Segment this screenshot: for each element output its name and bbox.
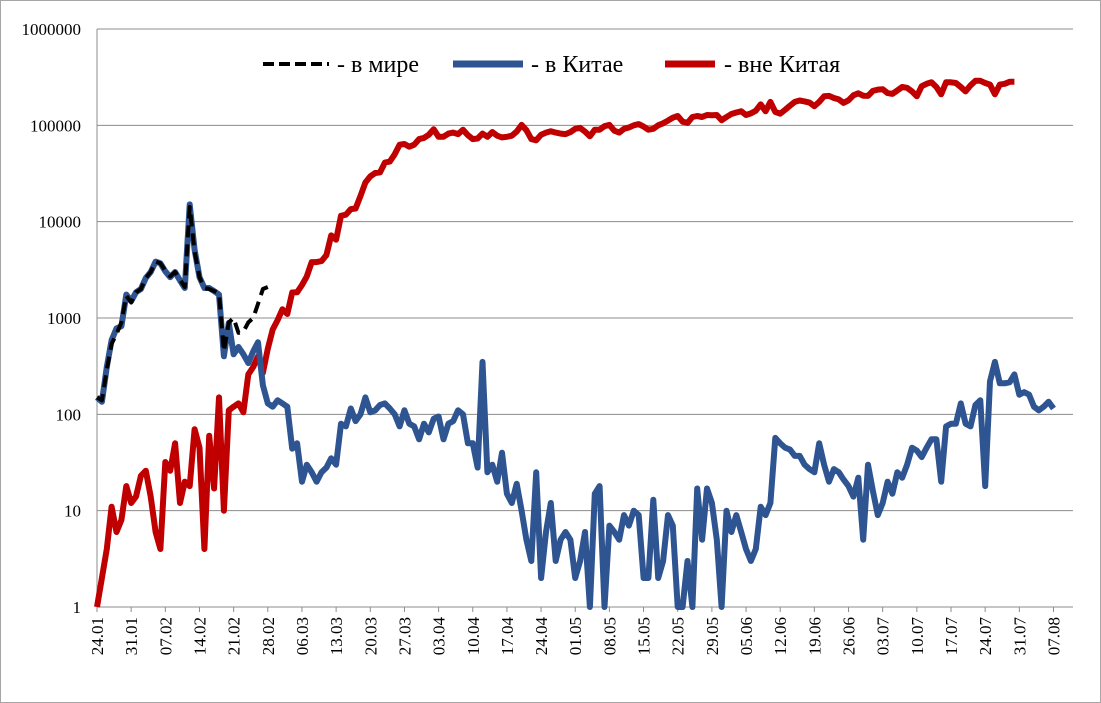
y-tick-label: 100000 [30,116,81,135]
series-line-1 [94,201,1056,610]
x-tick-label: 24.07 [976,617,995,656]
x-tick-label: 05.06 [737,617,756,655]
x-tick-label: 03.07 [874,617,893,656]
series-line-0 [95,205,269,403]
legend-label-0: - в мире [337,52,419,78]
x-tick-label: 13.03 [327,617,346,655]
x-tick-label: 08.05 [600,617,619,655]
x-tick-label: 15.05 [635,617,654,655]
x-tick-labels: 24.01 31.01 07.02 14.02 21.02 28.02 06.03 13.03… [88,617,1063,656]
legend-label-1: - в Китае [531,52,623,78]
x-tick-label: 31.01 [122,617,141,655]
x-tick-label: 29.05 [703,617,722,655]
x-tick-label: 07.08 [1044,617,1063,655]
x-tick-label: 10.04 [464,617,483,656]
x-tick-label: 01.05 [566,617,585,655]
y-tick-label: 10 [64,502,81,521]
x-tick-label: 22.05 [669,617,688,655]
x-tick-label: 24.04 [532,617,551,656]
legend-label-2: - вне Китая [724,52,840,78]
grid-lines [97,28,1073,608]
x-tick-label: 14.02 [190,617,209,655]
y-tick-label: 100 [56,405,82,424]
y-tick-label: 1 [73,598,82,617]
x-tick-label: 12.06 [771,617,790,655]
legend: - в мире - в Китае - вне Китая [263,52,840,78]
y-tick-label: 1000000 [22,20,82,39]
x-tick-label: 24.01 [88,617,107,655]
x-tick-label: 07.02 [156,617,175,655]
x-tick-label: 27.03 [395,617,414,655]
x-tick-label: 31.07 [1010,617,1029,656]
x-tick-label: 17.04 [498,617,517,656]
x-tick-label: 26.06 [840,617,859,655]
series-line-2 [94,77,1015,608]
axes [96,29,1073,612]
x-tick-label: 03.04 [430,617,449,656]
x-tick-label: 17.07 [942,617,961,656]
x-tick-label: 10.07 [908,617,927,656]
x-tick-label: 28.02 [259,617,278,655]
y-tick-label: 1000 [47,309,81,328]
x-tick-label: 19.06 [805,617,824,655]
y-tick-labels: 1 10 100 1000 10000 100000 1000000 [22,20,82,617]
x-tick-label: 20.03 [361,617,380,655]
series-layer [94,77,1056,610]
y-tick-label: 10000 [39,213,82,232]
x-tick-label: 06.03 [293,617,312,655]
x-tick-label: 21.02 [225,617,244,655]
